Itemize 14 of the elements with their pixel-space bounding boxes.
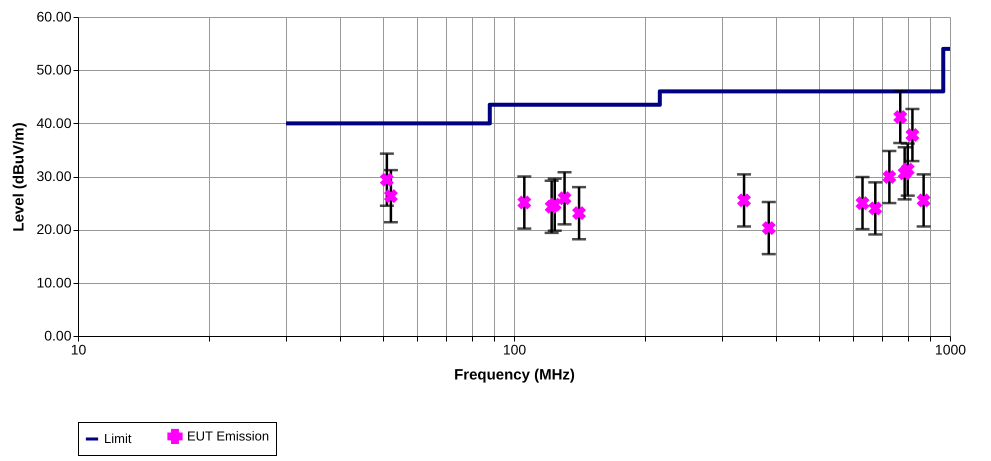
y-axis-title: Level (dBuV/m): [10, 122, 28, 232]
legend-label: Limit: [104, 431, 132, 446]
x-axis-title: Frequency (MHz): [454, 366, 575, 384]
x-tick-label: 100: [502, 342, 526, 358]
x-tick-label: 1000: [934, 342, 966, 358]
x-tick-label: 10: [70, 342, 86, 358]
y-tick-label: 0.00: [44, 328, 72, 344]
y-tick-label: 20.00: [36, 221, 72, 238]
y-tick-label: 60.00: [36, 8, 72, 24]
y-tick-label: 40.00: [36, 114, 72, 131]
y-tick-label: 50.00: [36, 62, 72, 78]
y-tick-label: 10.00: [36, 274, 72, 290]
y-tick-label: 30.00: [36, 168, 72, 184]
legend-label: EUT Emission: [187, 428, 270, 444]
